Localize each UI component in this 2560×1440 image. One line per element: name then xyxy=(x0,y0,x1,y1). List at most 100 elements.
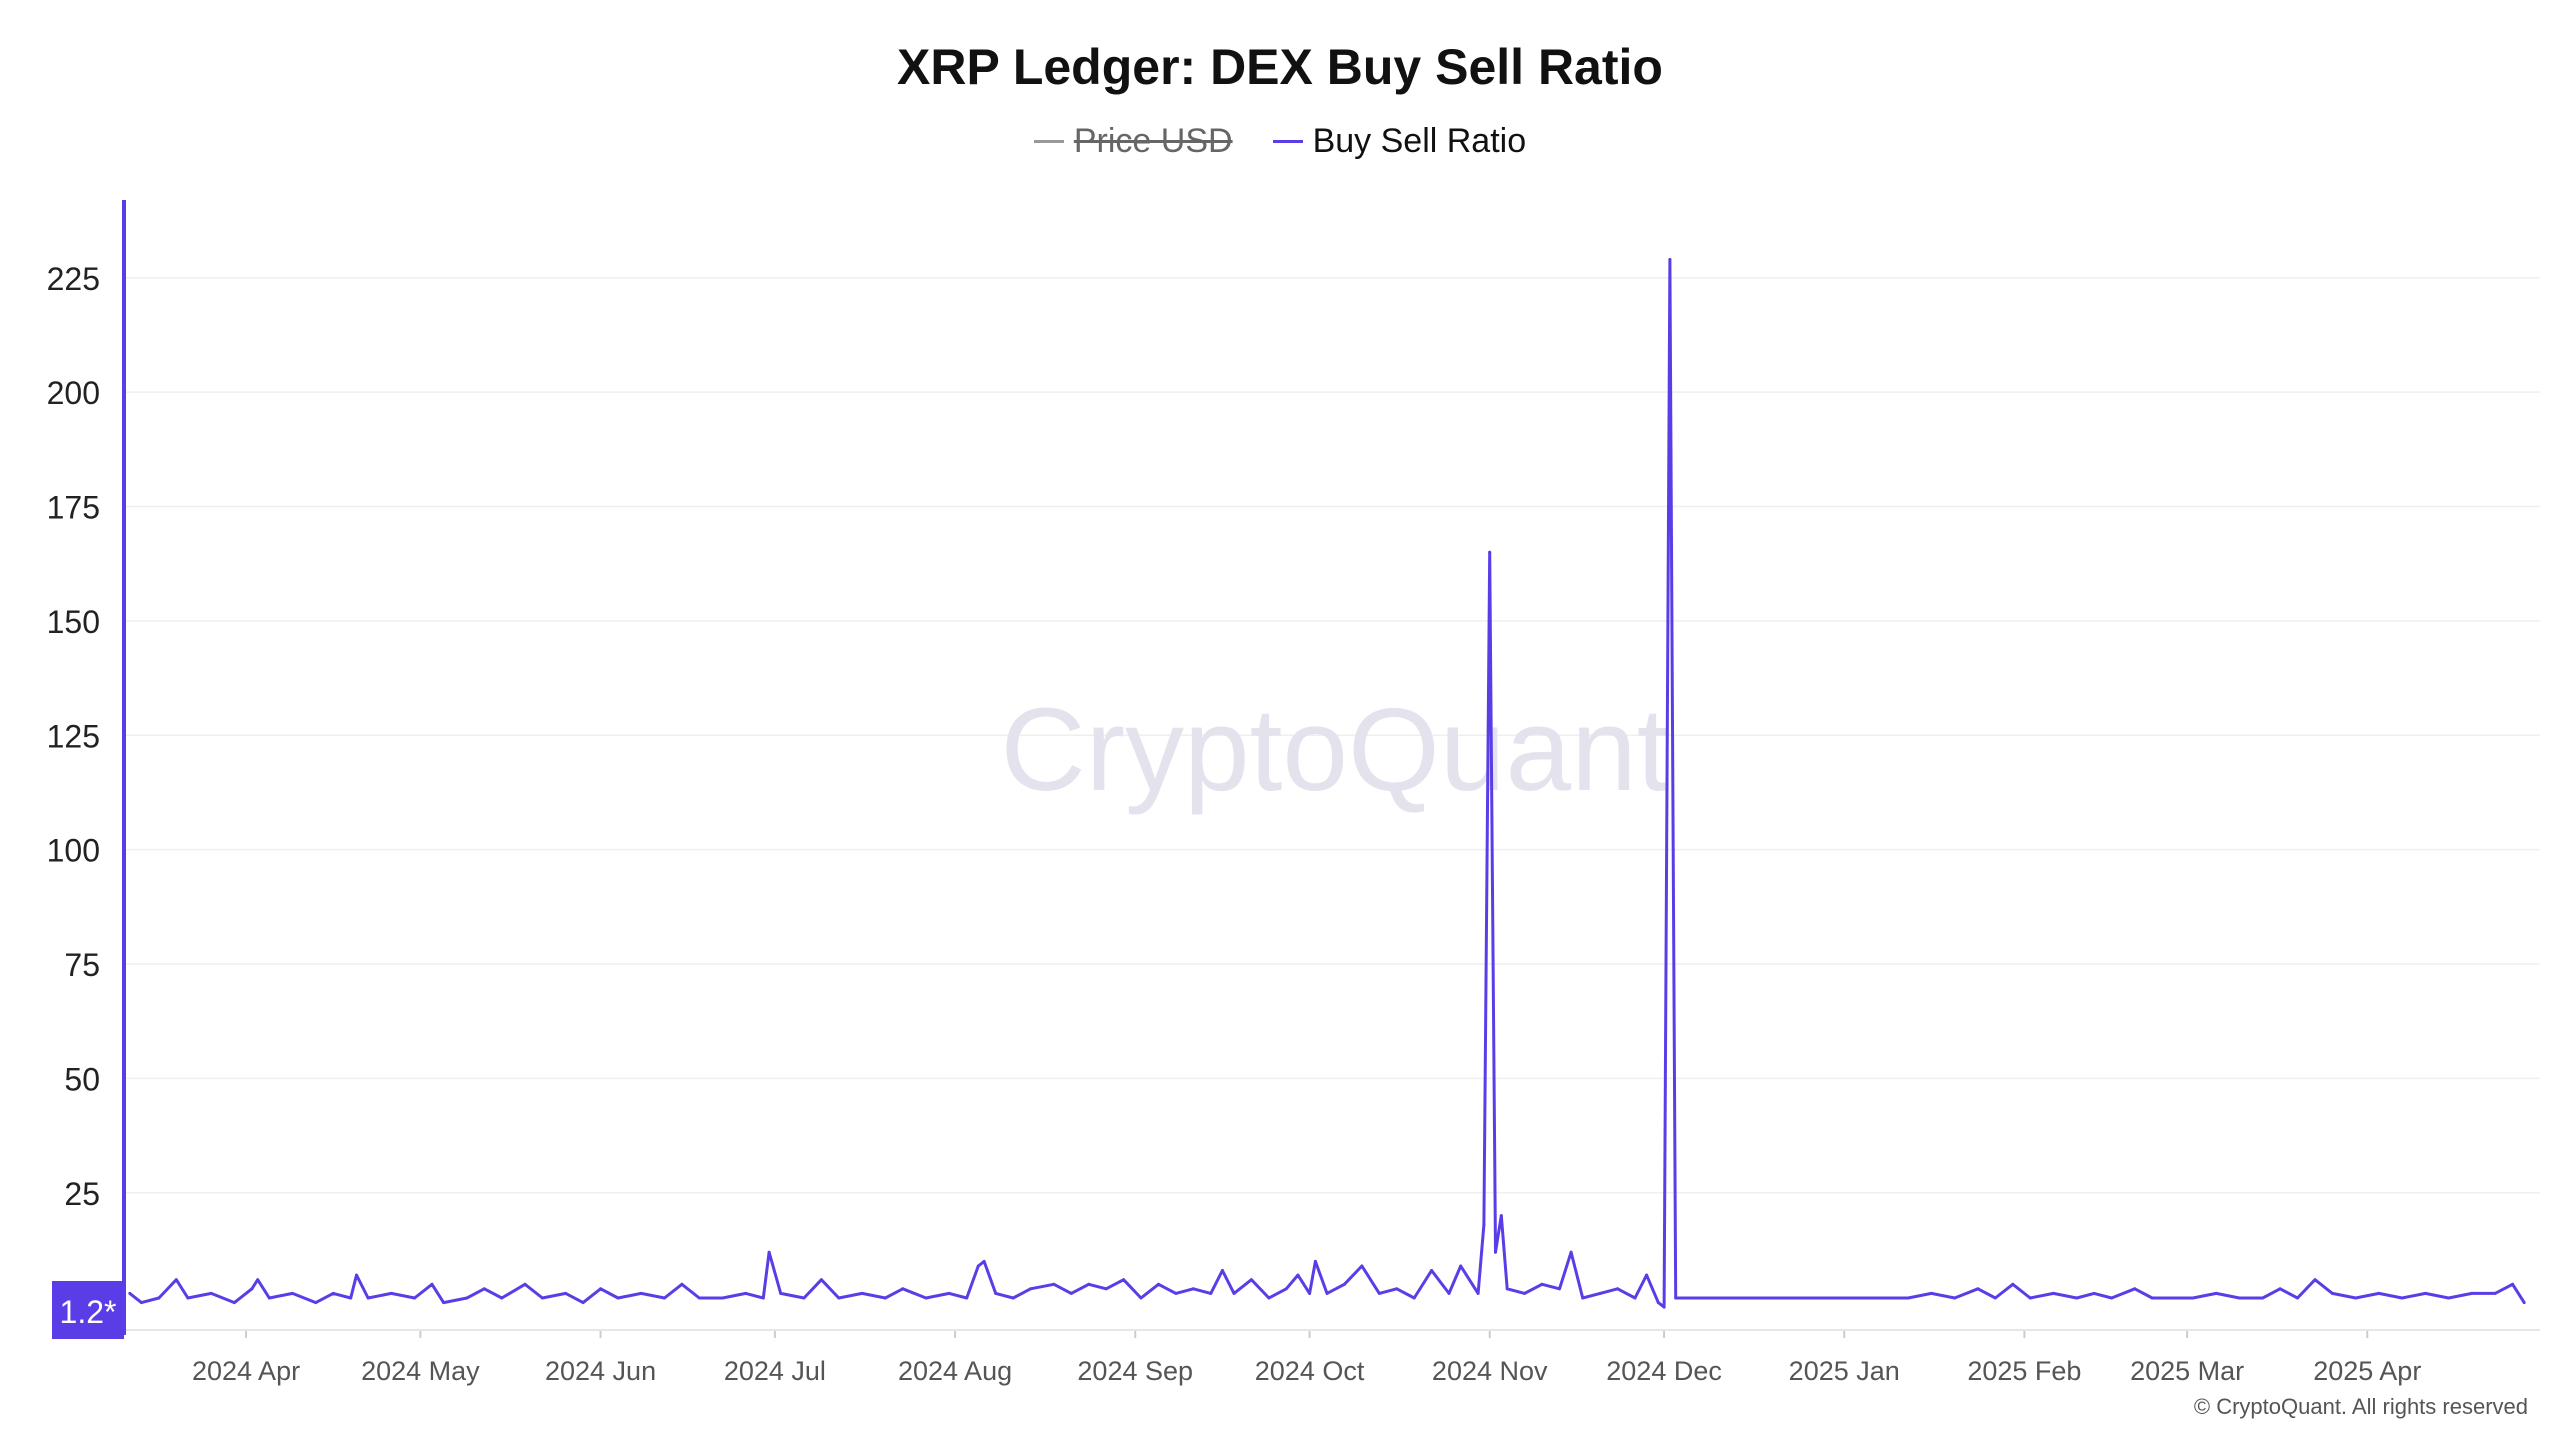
data-point xyxy=(616,1296,620,1300)
x-tick-label: 2024 Nov xyxy=(1432,1356,1548,1386)
data-point xyxy=(186,1296,190,1300)
data-point xyxy=(1174,1291,1178,1295)
data-point xyxy=(2296,1296,2299,1300)
data-point xyxy=(982,1259,986,1263)
chart-title: XRP Ledger: DEX Buy Sell Ratio xyxy=(897,39,1663,95)
data-point xyxy=(767,1250,771,1254)
y-axis-ticks: 25 50 75 100 125 150 175 200 225 xyxy=(47,261,100,1212)
data-point xyxy=(1953,1296,1957,1300)
legend-item-buy-sell-ratio[interactable]: Buy Sell Ratio xyxy=(1272,122,1527,161)
legend-item-price-usd[interactable]: Price USD xyxy=(1033,122,1233,161)
legend-label-price-usd: Price USD xyxy=(1073,122,1233,160)
data-point xyxy=(540,1296,544,1300)
data-point xyxy=(1558,1287,1561,1291)
legend: Price USD Buy Sell Ratio xyxy=(0,122,2560,161)
data-point xyxy=(2051,1291,2055,1295)
data-point xyxy=(1284,1287,1288,1291)
legend-label-buy-sell-ratio: Buy Sell Ratio xyxy=(1312,122,1527,160)
data-point xyxy=(482,1287,486,1291)
current-value-badge xyxy=(52,1281,124,1339)
x-tick-label: 2024 Sep xyxy=(1077,1356,1193,1386)
data-point xyxy=(1011,1296,1015,1300)
y-tick-label: 75 xyxy=(64,947,100,983)
data-point xyxy=(1087,1282,1091,1286)
y-tick-label: 125 xyxy=(47,718,100,754)
data-point xyxy=(1633,1296,1637,1300)
data-point xyxy=(779,1291,783,1295)
data-point xyxy=(1360,1264,1364,1268)
data-point xyxy=(256,1278,260,1282)
data-point xyxy=(157,1296,161,1300)
data-point xyxy=(599,1287,603,1291)
data-point xyxy=(1860,1296,1864,1300)
data-point xyxy=(1645,1273,1649,1277)
data-point xyxy=(1325,1291,1329,1295)
x-tick-label: 2025 Jan xyxy=(1789,1356,1900,1386)
data-point xyxy=(355,1273,358,1277)
data-point xyxy=(924,1296,928,1300)
data-point xyxy=(1342,1282,1346,1286)
x-tick-label: 2024 Aug xyxy=(898,1356,1012,1386)
data-point xyxy=(1267,1296,1271,1300)
y-tick-label: 25 xyxy=(64,1176,100,1212)
data-point xyxy=(1476,1291,1480,1295)
data-point xyxy=(430,1282,434,1286)
data-point xyxy=(2511,1282,2515,1286)
x-tick-label: 2025 Apr xyxy=(2313,1356,2421,1386)
data-point xyxy=(2354,1296,2358,1300)
data-point xyxy=(581,1301,585,1305)
data-point xyxy=(2191,1296,2195,1300)
data-point xyxy=(965,1296,969,1300)
data-point xyxy=(1122,1278,1126,1282)
data-point xyxy=(1029,1287,1033,1291)
data-point xyxy=(389,1291,393,1295)
data-point xyxy=(2237,1296,2241,1300)
data-point xyxy=(139,1301,143,1305)
legend-swatch-buy-sell-ratio xyxy=(1272,140,1303,143)
data-point xyxy=(1714,1296,1718,1300)
y-tick-label: 225 xyxy=(47,261,100,297)
data-point xyxy=(1139,1296,1143,1300)
data-point xyxy=(1308,1291,1312,1295)
data-point xyxy=(1743,1296,1747,1300)
data-point xyxy=(697,1296,701,1300)
data-point xyxy=(1447,1291,1451,1295)
y-tick-label: 50 xyxy=(64,1061,100,1097)
data-point xyxy=(1313,1259,1317,1263)
legend-swatch-price-usd xyxy=(1033,140,1064,143)
data-point xyxy=(1906,1296,1910,1300)
data-point xyxy=(639,1291,643,1295)
data-point xyxy=(1662,1305,1666,1309)
data-point xyxy=(366,1296,370,1300)
data-point xyxy=(2150,1296,2154,1300)
y-tick-label: 175 xyxy=(47,490,100,526)
data-point xyxy=(1069,1291,1073,1295)
data-point xyxy=(1598,1291,1602,1295)
data-point xyxy=(802,1296,806,1300)
data-point xyxy=(2214,1291,2218,1295)
data-point xyxy=(744,1291,748,1295)
data-point xyxy=(413,1296,417,1300)
data-point xyxy=(1191,1287,1195,1291)
y-tick-label: 150 xyxy=(47,604,100,640)
data-point xyxy=(976,1264,980,1268)
data-point xyxy=(1505,1287,1509,1291)
data-point xyxy=(2261,1296,2265,1300)
data-point xyxy=(1883,1296,1887,1300)
data-point xyxy=(1540,1282,1544,1286)
data-point xyxy=(1052,1282,1056,1286)
data-point xyxy=(1499,1214,1503,1218)
data-point xyxy=(1581,1296,1585,1300)
data-point xyxy=(663,1296,666,1300)
data-point xyxy=(174,1278,178,1282)
x-tick-label: 2024 Jun xyxy=(545,1356,656,1386)
data-point xyxy=(721,1296,725,1300)
data-point xyxy=(1523,1291,1527,1295)
data-point xyxy=(331,1291,335,1295)
data-point xyxy=(564,1291,568,1295)
data-point xyxy=(209,1291,213,1295)
data-point xyxy=(860,1291,864,1295)
x-tick-label: 2025 Mar xyxy=(2130,1356,2244,1386)
data-point xyxy=(1249,1278,1253,1282)
